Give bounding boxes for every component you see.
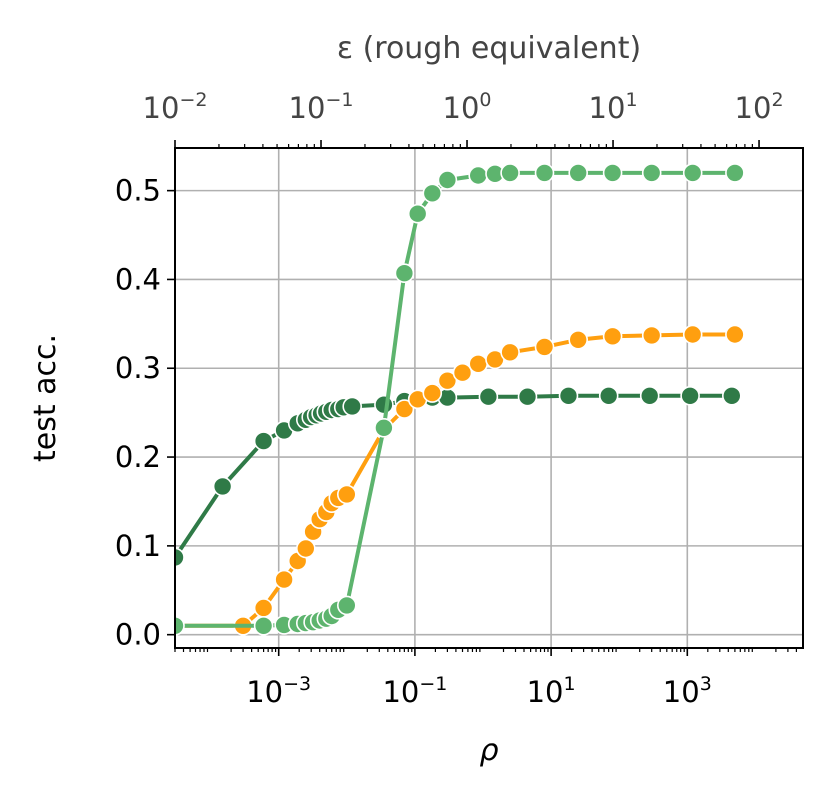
data-point (641, 163, 662, 183)
data-point (437, 170, 458, 190)
data-point (725, 324, 745, 345)
data-point (394, 399, 415, 419)
top-tick-label: 100 (443, 89, 492, 125)
y-axis-label: test acc. (28, 334, 63, 462)
data-point (500, 342, 520, 363)
top-axis-label: ε (rough equivalent) (337, 31, 641, 66)
data-point (175, 547, 185, 568)
axis-ticks: 10−3 10−1 101 103 0.0 0.1 0.2 0.3 0.4 0.5 10−2 10−1… (115, 89, 798, 709)
y-tick-label: 0.5 (115, 174, 161, 208)
y-tick-label: 0.3 (115, 351, 161, 385)
plot-area-frame (174, 147, 804, 649)
data-point (422, 183, 443, 204)
x-tick-label: 10−3 (246, 673, 311, 709)
data-point (468, 353, 489, 374)
top-tick-label: 10−1 (289, 89, 354, 125)
series-layer (175, 163, 745, 636)
data-point (682, 163, 703, 183)
data-point (253, 615, 274, 636)
x-tick-label: 103 (663, 673, 712, 709)
data-point (407, 203, 428, 224)
data-point (534, 163, 555, 183)
y-tick-label: 0.1 (115, 529, 161, 563)
data-point (639, 385, 660, 406)
data-point (568, 329, 589, 350)
data-point (342, 396, 363, 417)
data-point (558, 385, 579, 406)
data-point (478, 386, 499, 407)
top-tick-label: 10−2 (143, 89, 208, 125)
data-point (721, 385, 742, 406)
data-point (175, 616, 185, 636)
data-point (641, 325, 662, 346)
data-point (517, 386, 538, 407)
data-point (394, 263, 415, 284)
data-point (500, 163, 520, 183)
series-line (175, 393, 732, 559)
x-tick-label: 10−1 (382, 673, 447, 709)
data-point (468, 165, 489, 186)
y-tick-label: 0.0 (115, 618, 161, 652)
y-tick-label: 0.4 (115, 262, 161, 296)
data-point (374, 417, 394, 438)
data-point (212, 476, 233, 497)
data-point (680, 385, 700, 406)
data-point (682, 324, 703, 345)
data-point (568, 163, 589, 183)
data-point (602, 326, 623, 347)
y-tick-label: 0.2 (115, 440, 161, 474)
data-point (725, 163, 745, 183)
series-3 (175, 163, 745, 636)
x-axis-label: ρ (479, 733, 498, 768)
data-point (422, 383, 443, 403)
top-tick-label: 102 (735, 89, 784, 125)
data-point (274, 569, 294, 590)
data-point (452, 362, 473, 383)
data-point (602, 163, 623, 183)
series-2 (175, 324, 745, 636)
data-point (336, 484, 357, 505)
data-point (598, 385, 619, 406)
x-tick-label: 101 (527, 673, 576, 709)
data-point (295, 538, 316, 559)
data-point (253, 431, 274, 451)
data-point (374, 394, 394, 415)
series-1 (175, 385, 742, 568)
top-tick-label: 101 (589, 89, 638, 125)
data-point (437, 370, 458, 391)
data-point (253, 598, 274, 618)
data-point (336, 595, 357, 616)
data-point (534, 337, 555, 357)
